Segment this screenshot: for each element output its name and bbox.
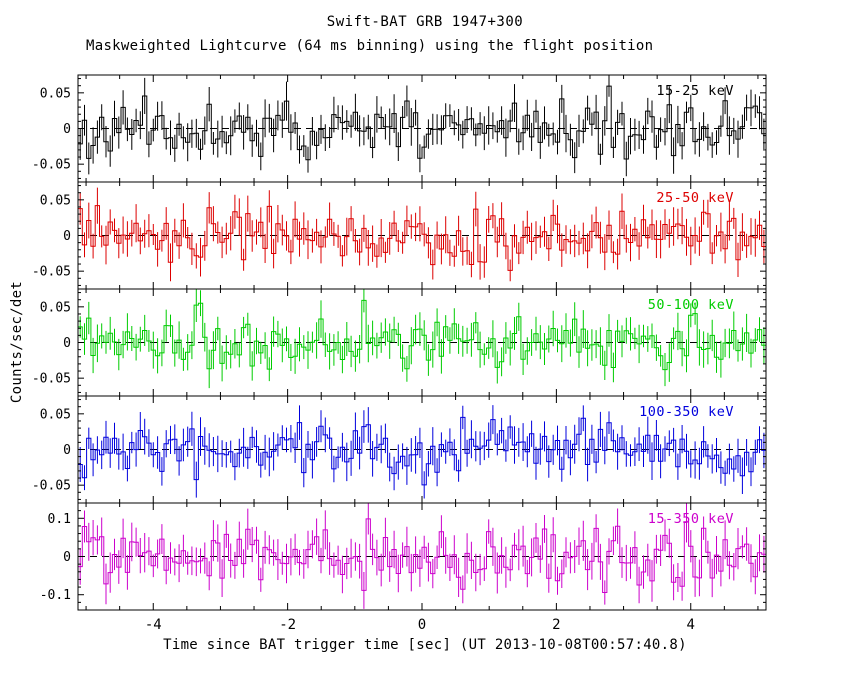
- error-bars: [79, 75, 765, 177]
- y-tick-label: 0.05: [40, 193, 71, 208]
- y-tick-label: -0.05: [32, 158, 71, 173]
- band-label: 15-350 keV: [648, 511, 734, 527]
- x-tick-label: -2: [279, 617, 296, 633]
- band-label: 100-350 keV: [639, 404, 734, 420]
- y-tick-label: -0.1: [40, 588, 71, 603]
- y-tick-label: 0.1: [48, 512, 71, 527]
- y-tick-label: 0: [63, 550, 71, 565]
- band-label: 15-25 keV: [656, 83, 734, 99]
- step-series: [78, 205, 766, 271]
- panel-4: 0.05 0 -0.05 100-350 keV: [32, 395, 767, 504]
- error-bars: [79, 187, 765, 282]
- band-label: 50-100 keV: [648, 297, 734, 313]
- y-tick-label: 0: [63, 229, 71, 244]
- error-bars: [79, 289, 765, 389]
- x-tick-label: -4: [145, 617, 162, 633]
- band-label: 25-50 keV: [656, 190, 734, 206]
- chart-subtitle: Maskweighted Lightcurve (64 ms binning) …: [86, 38, 654, 54]
- x-tick-label: 0: [418, 617, 426, 633]
- y-tick-label: 0.05: [40, 86, 71, 101]
- y-tick-label: 0.05: [40, 300, 71, 315]
- error-bars: [79, 405, 765, 499]
- panel-3: 0.05 0 -0.05 50-100 keV: [32, 288, 767, 397]
- x-axis-label: Time since BAT trigger time [sec] (UT 20…: [163, 637, 687, 653]
- panel-5: 0.1 0 -0.1 15-350 keV: [40, 502, 767, 611]
- step-series: [78, 299, 766, 371]
- y-tick-label: 0: [63, 443, 71, 458]
- step-series: [78, 85, 766, 161]
- y-tick-label: -0.05: [32, 265, 71, 280]
- y-tick-label: 0.05: [40, 407, 71, 422]
- y-axis-label: Counts/sec/det: [9, 280, 25, 404]
- step-series: [78, 416, 766, 486]
- step-series: [78, 518, 766, 593]
- panel-2: 0.05 0 -0.05 25-50 keV: [32, 181, 767, 290]
- x-tick-label: 2: [552, 617, 560, 633]
- chart-title: Swift-BAT GRB 1947+300: [326, 14, 524, 30]
- y-tick-label: -0.05: [32, 479, 71, 494]
- error-bars: [79, 503, 765, 609]
- x-tick-label: 4: [687, 617, 695, 633]
- panel-1: 0.05 0 -0.05 15-25 keV: [32, 74, 767, 183]
- y-tick-label: 0: [63, 336, 71, 351]
- y-tick-label: 0: [63, 122, 71, 137]
- y-tick-label: -0.05: [32, 372, 71, 387]
